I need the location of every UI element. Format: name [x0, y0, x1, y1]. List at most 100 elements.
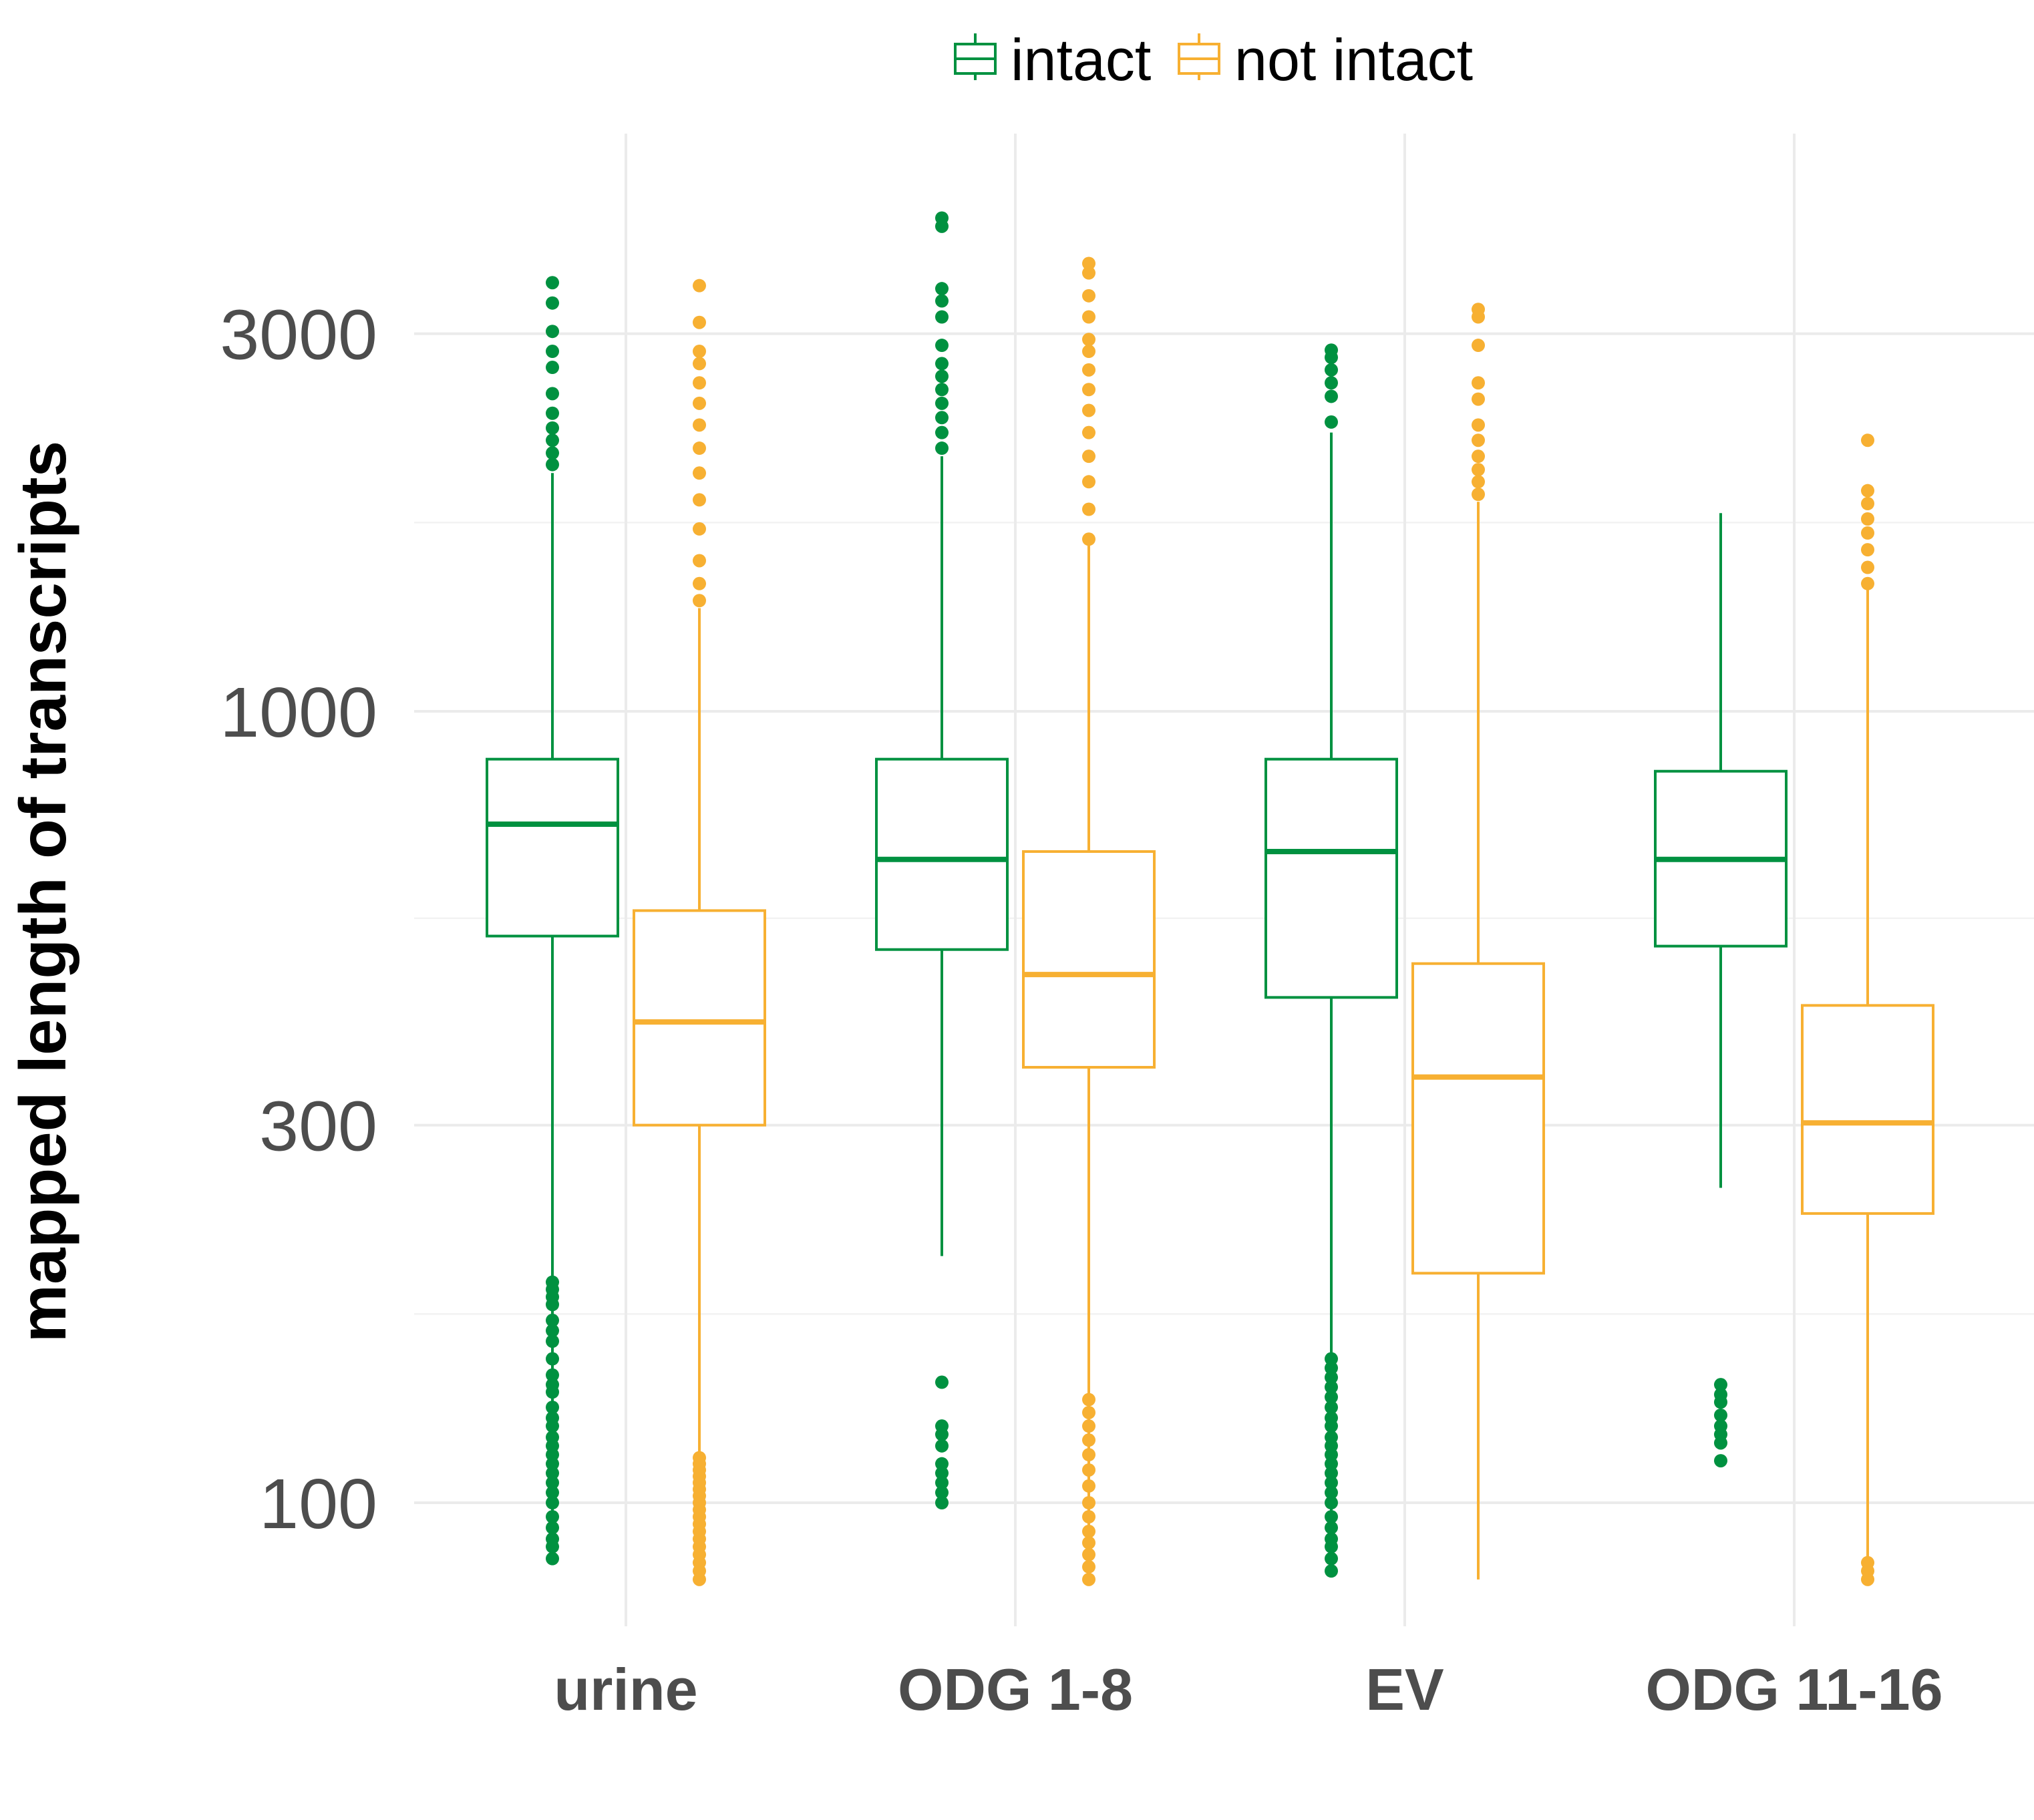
outlier-point [935, 441, 949, 456]
outlier-point [1325, 1466, 1338, 1480]
outlier-point [693, 441, 706, 456]
outlier-point [935, 294, 949, 308]
outlier-point [693, 554, 706, 568]
outlier-point [693, 396, 706, 410]
box-iqr [1411, 962, 1545, 1275]
outlier-point [935, 1466, 949, 1480]
outlier-point [935, 310, 949, 324]
outlier-point [546, 325, 559, 339]
legend-item-intact: intact [954, 27, 1151, 93]
outlier-point [1861, 576, 1874, 590]
outlier-point [546, 1313, 559, 1327]
outlier-point [693, 418, 706, 432]
box-iqr [1022, 850, 1156, 1069]
outlier-point [546, 1521, 559, 1535]
outlier-point [1861, 512, 1874, 526]
grid-layer [414, 134, 2034, 1626]
outlier-point [546, 1485, 559, 1499]
outlier-point [1472, 488, 1485, 502]
outlier-point [1472, 433, 1485, 447]
outlier-point [1325, 1371, 1338, 1385]
legend-item-not-intact: not intact [1178, 27, 1473, 93]
outlier-point [1082, 425, 1095, 439]
outlier-point [1472, 339, 1485, 353]
outlier-point [1861, 433, 1874, 447]
outlier-point [1325, 1352, 1338, 1366]
outlier-point [1325, 1361, 1338, 1375]
box-not-intact-ODG-11-16 [1801, 433, 1934, 1586]
outlier-point [1714, 1387, 1727, 1401]
outlier-point [546, 1466, 559, 1480]
box-not-intact-ODG-1-8 [1022, 256, 1156, 1586]
outlier-point [1082, 1572, 1095, 1586]
outlier-point [546, 387, 559, 401]
legend: intact not intact [954, 27, 1473, 93]
outlier-point [546, 1324, 559, 1338]
outlier-point [546, 361, 559, 375]
outlier-point [546, 296, 559, 310]
box-intact-urine [486, 276, 619, 1566]
outlier-point [546, 1368, 559, 1382]
outlier-point [1714, 1454, 1727, 1468]
outlier-point [1082, 532, 1095, 546]
y-tick-label: 1000 [220, 673, 377, 752]
outlier-point [1325, 1521, 1338, 1535]
outlier-point [935, 383, 949, 397]
outlier-point [1082, 310, 1095, 324]
x-tick-label: EV [1365, 1656, 1444, 1722]
x-axis-ticks: urine ODG 1-8 EV ODG 11-16 [554, 1656, 1942, 1722]
outlier-point [1082, 1560, 1095, 1574]
outlier-point [1082, 449, 1095, 464]
outlier-point [1325, 1476, 1338, 1490]
outlier-point [546, 406, 559, 420]
legend-key-boxplot-icon [954, 33, 997, 80]
outlier-point [1472, 418, 1485, 432]
outlier-point [1325, 1390, 1338, 1404]
box-iqr [875, 757, 1009, 951]
outlier-point [1325, 1401, 1338, 1415]
y-tick-label: 300 [259, 1087, 377, 1166]
outlier-point [1082, 1535, 1095, 1550]
outlier-point [1472, 449, 1485, 464]
outlier-point [1472, 475, 1485, 489]
outlier-point [1082, 1496, 1095, 1509]
outlier-point [1082, 266, 1095, 280]
outlier-point [1082, 1433, 1095, 1447]
outlier-point [546, 446, 559, 460]
outlier-point [1082, 1448, 1095, 1462]
y-axis-title: mapped length of transcripts [6, 441, 79, 1342]
outlier-point [546, 433, 559, 447]
box-not-intact-urine [633, 279, 766, 1586]
outlier-point [1472, 463, 1485, 477]
outlier-point [1325, 1485, 1338, 1499]
outlier-point [935, 282, 949, 296]
outlier-point [1325, 1496, 1338, 1509]
outlier-point [693, 345, 706, 359]
outlier-point [1082, 1510, 1095, 1524]
outlier-point [693, 357, 706, 371]
outlier-point [1082, 1548, 1095, 1562]
box-intact-EV [1264, 343, 1398, 1578]
x-tick-label: ODG 1-8 [898, 1656, 1133, 1722]
legend-label: intact [1011, 27, 1151, 93]
outlier-point [1325, 1380, 1338, 1394]
outlier-point [1082, 475, 1095, 489]
outlier-point [935, 1496, 949, 1509]
outlier-point [1472, 392, 1485, 406]
outlier-point [693, 279, 706, 293]
outlier-point [1082, 1405, 1095, 1419]
outlier-point [546, 458, 559, 472]
box-intact-ODG-11-16 [1654, 513, 1788, 1468]
outlier-point [1082, 345, 1095, 359]
outlier-point [1325, 1411, 1338, 1425]
outlier-point [935, 411, 949, 425]
outlier-point [935, 357, 949, 371]
outlier-point [546, 1352, 559, 1366]
outlier-point [1861, 496, 1874, 510]
outlier-point [1082, 333, 1095, 347]
box-iqr [1264, 757, 1398, 999]
outlier-point [1472, 303, 1485, 317]
outlier-point [693, 493, 706, 507]
outlier-point [1082, 403, 1095, 417]
